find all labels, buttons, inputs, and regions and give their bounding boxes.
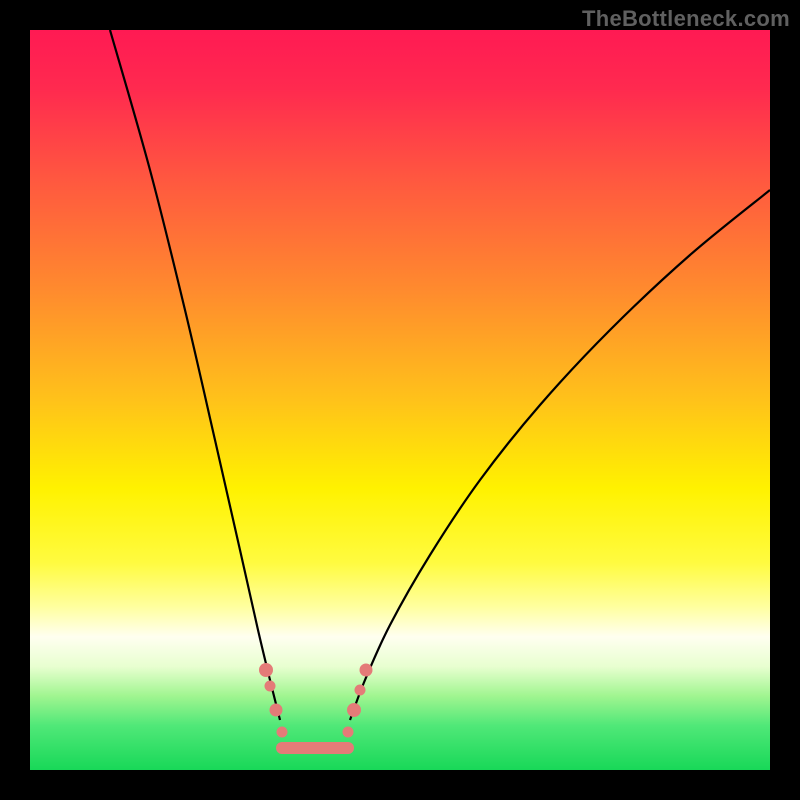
chart-container: TheBottleneck.com: [0, 0, 800, 800]
marker-dot: [259, 663, 273, 677]
curve-left-branch: [110, 30, 280, 720]
marker-dot: [343, 727, 354, 738]
marker-dot: [265, 681, 276, 692]
marker-dot: [360, 664, 373, 677]
watermark-text: TheBottleneck.com: [582, 6, 790, 32]
marker-dot: [355, 685, 366, 696]
marker-dots-left: [259, 663, 288, 738]
marker-dot: [270, 704, 283, 717]
marker-dot: [347, 703, 361, 717]
plot-area: [30, 30, 770, 770]
curve-right-branch: [350, 190, 770, 720]
curve-layer: [30, 30, 770, 770]
marker-dot: [277, 727, 288, 738]
